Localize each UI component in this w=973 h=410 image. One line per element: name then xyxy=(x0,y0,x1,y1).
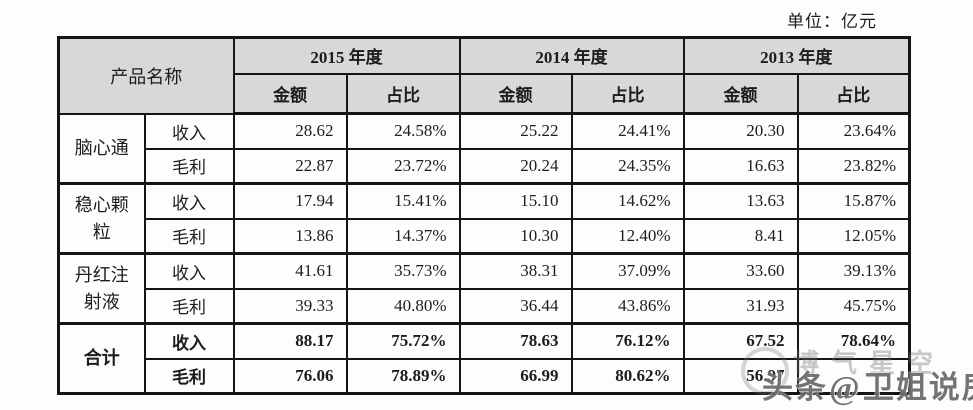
cell-value: 17.94 xyxy=(232,182,348,220)
cell-value: 10.30 xyxy=(458,217,573,255)
cell-value: 35.73% xyxy=(345,252,461,290)
cell-value: 13.86 xyxy=(232,217,348,255)
table-row: 丹红注 射液 收入 41.61 35.73% 38.31 37.09% 33.6… xyxy=(57,252,911,325)
cell-value: 23.64% xyxy=(796,112,911,150)
cell-value: 76.06 xyxy=(232,357,348,395)
cell-value: 8.41 xyxy=(682,217,799,255)
cell-value: 22.87 xyxy=(232,147,348,185)
cell-value: 12.05% xyxy=(796,217,911,255)
cell-value: 36.44 xyxy=(458,287,573,325)
watermark-toutiao: 头条@卫姐说房 xyxy=(762,362,973,407)
cell-value: 78.63 xyxy=(458,322,573,360)
table-row: 毛利 22.87 23.72% 20.24 24.35% 16.63 23.82… xyxy=(59,147,911,185)
cell-value: 28.62 xyxy=(232,112,348,150)
cell-value: 25.22 xyxy=(458,112,573,150)
cell-value: 39.33 xyxy=(232,287,348,325)
metric-label: 毛利 xyxy=(143,287,235,325)
header-amount-2015: 金额 xyxy=(232,72,348,115)
cell-value: 80.62% xyxy=(570,357,685,395)
metric-label: 毛利 xyxy=(143,147,235,185)
watermark-name: 卫姐说房 xyxy=(862,370,973,405)
header-product-name: 产品名称 xyxy=(57,36,235,115)
product-wenxinkeli: 稳心颗 粒 xyxy=(57,182,146,255)
cell-value: 14.37% xyxy=(345,217,461,255)
cell-value: 38.31 xyxy=(458,252,573,290)
header-year-2015: 2015 年度 xyxy=(232,36,461,75)
table-row-total: 合计 收入 88.17 75.72% 78.63 76.12% 67.52 78… xyxy=(57,322,911,395)
cell-value: 41.61 xyxy=(232,252,348,290)
cell-value: 20.30 xyxy=(682,112,799,150)
cell-value: 78.64% xyxy=(796,322,911,360)
cell-value: 75.72% xyxy=(345,322,461,360)
header-ratio-2014: 占比 xyxy=(570,72,685,115)
faint-logo-icon xyxy=(741,347,789,395)
metric-label: 收入 xyxy=(143,252,235,290)
financial-table: 产品名称 2015 年度 2014 年度 2013 年度 金额 占比 金额 占比… xyxy=(57,36,911,395)
cell-value-obscured xyxy=(796,357,911,395)
table-row: 毛利 13.86 14.37% 10.30 12.40% 8.41 12.05% xyxy=(59,217,911,255)
product-danhong: 丹红注 射液 xyxy=(57,252,146,325)
cell-value: 24.58% xyxy=(345,112,461,150)
header-metrics-row: 金额 占比 金额 占比 金额 占比 xyxy=(59,72,911,115)
cell-value: 40.80% xyxy=(345,287,461,325)
cell-value: 24.41% xyxy=(570,112,685,150)
cell-value: 23.82% xyxy=(796,147,911,185)
metric-label: 收入 xyxy=(143,182,235,220)
cell-value: 39.13% xyxy=(796,252,911,290)
header-year-2014: 2014 年度 xyxy=(458,36,685,75)
table-row: 脑心通 收入 28.62 24.58% 25.22 24.41% 20.30 2… xyxy=(57,112,911,185)
cell-value: 14.62% xyxy=(570,182,685,220)
cell-value: 67.52 xyxy=(682,322,799,360)
cell-value: 45.75% xyxy=(796,287,911,325)
header-amount-2014: 金额 xyxy=(458,72,573,115)
cell-value: 23.72% xyxy=(345,147,461,185)
cell-value: 15.41% xyxy=(345,182,461,220)
header-ratio-2015: 占比 xyxy=(345,72,461,115)
metric-label: 毛利 xyxy=(143,217,235,255)
watermark-prefix: 头条 xyxy=(762,370,828,405)
header-ratio-2013: 占比 xyxy=(796,72,911,115)
header-amount-2013: 金额 xyxy=(682,72,799,115)
cell-value: 16.63 xyxy=(682,147,799,185)
cell-value: 12.40% xyxy=(570,217,685,255)
cell-value: 13.63 xyxy=(682,182,799,220)
cell-value: 43.86% xyxy=(570,287,685,325)
cell-value: 31.93 xyxy=(682,287,799,325)
unit-label: 单位：亿元 xyxy=(787,12,877,31)
watermark-faint: 博气星空 xyxy=(793,349,946,378)
metric-label: 收入 xyxy=(143,112,235,150)
header-year-2013: 2013 年度 xyxy=(682,36,911,75)
toutiao-at-icon: @ xyxy=(829,369,862,406)
cell-value: 76.12% xyxy=(570,322,685,360)
cell-value: 33.60 xyxy=(682,252,799,290)
cell-value: 66.99 xyxy=(458,357,573,395)
table-row: 稳心颗 粒 收入 17.94 15.41% 15.10 14.62% 13.63… xyxy=(57,182,911,255)
cell-value: 15.87% xyxy=(796,182,911,220)
header-years-row: 产品名称 2015 年度 2014 年度 2013 年度 xyxy=(57,36,911,115)
product-total: 合计 xyxy=(57,322,146,395)
table-row: 毛利 39.33 40.80% 36.44 43.86% 31.93 45.75… xyxy=(59,287,911,325)
cell-value: 24.35% xyxy=(570,147,685,185)
cell-value: 78.89% xyxy=(345,357,461,395)
cell-value: 20.24 xyxy=(458,147,573,185)
metric-label: 毛利 xyxy=(143,357,235,395)
cell-value: 15.10 xyxy=(458,182,573,220)
cell-value: 88.17 xyxy=(232,322,348,360)
metric-label: 收入 xyxy=(143,322,235,360)
cell-value: 37.09% xyxy=(570,252,685,290)
product-naoxintong: 脑心通 xyxy=(57,112,146,185)
